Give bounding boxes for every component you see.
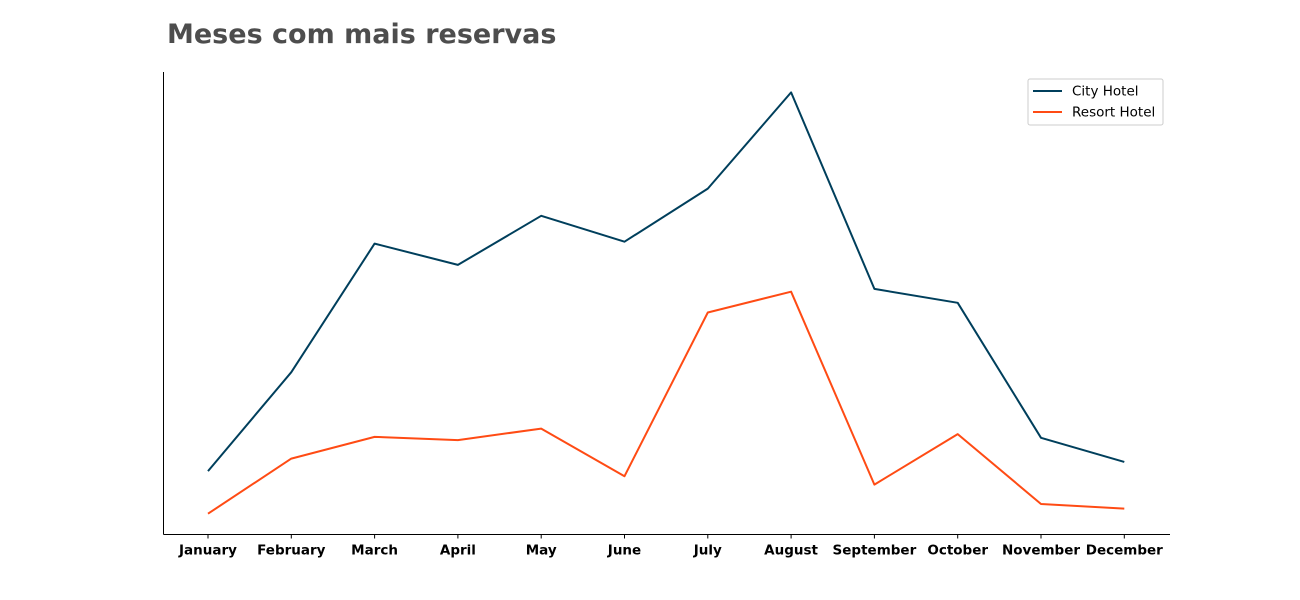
chart-axes <box>163 72 1170 535</box>
x-tick-label: November <box>1002 543 1080 559</box>
x-tick-label: January <box>178 543 237 559</box>
chart-title: Meses com mais reservas <box>167 19 556 50</box>
x-tick-label: July <box>693 543 722 559</box>
x-tick-label: October <box>927 543 988 559</box>
x-tick-label: May <box>526 543 557 559</box>
series-line-0 <box>207 91 1125 472</box>
legend-label: City Hotel <box>1072 84 1139 100</box>
series-line-1 <box>207 290 1125 515</box>
x-tick-label: April <box>440 543 476 559</box>
legend-label: Resort Hotel <box>1072 105 1155 121</box>
series-layer <box>207 91 1125 515</box>
x-tick-label: August <box>764 543 818 559</box>
x-tick-label: September <box>833 543 917 559</box>
x-tick-label: March <box>351 543 398 559</box>
x-tick-label: June <box>607 543 641 559</box>
x-tick-label: December <box>1086 543 1163 559</box>
x-axis-ticks: January February March April May June July Augu… <box>178 534 1163 559</box>
legend: City Hotel Resort Hotel <box>1027 78 1164 126</box>
x-tick-label: February <box>257 543 326 559</box>
